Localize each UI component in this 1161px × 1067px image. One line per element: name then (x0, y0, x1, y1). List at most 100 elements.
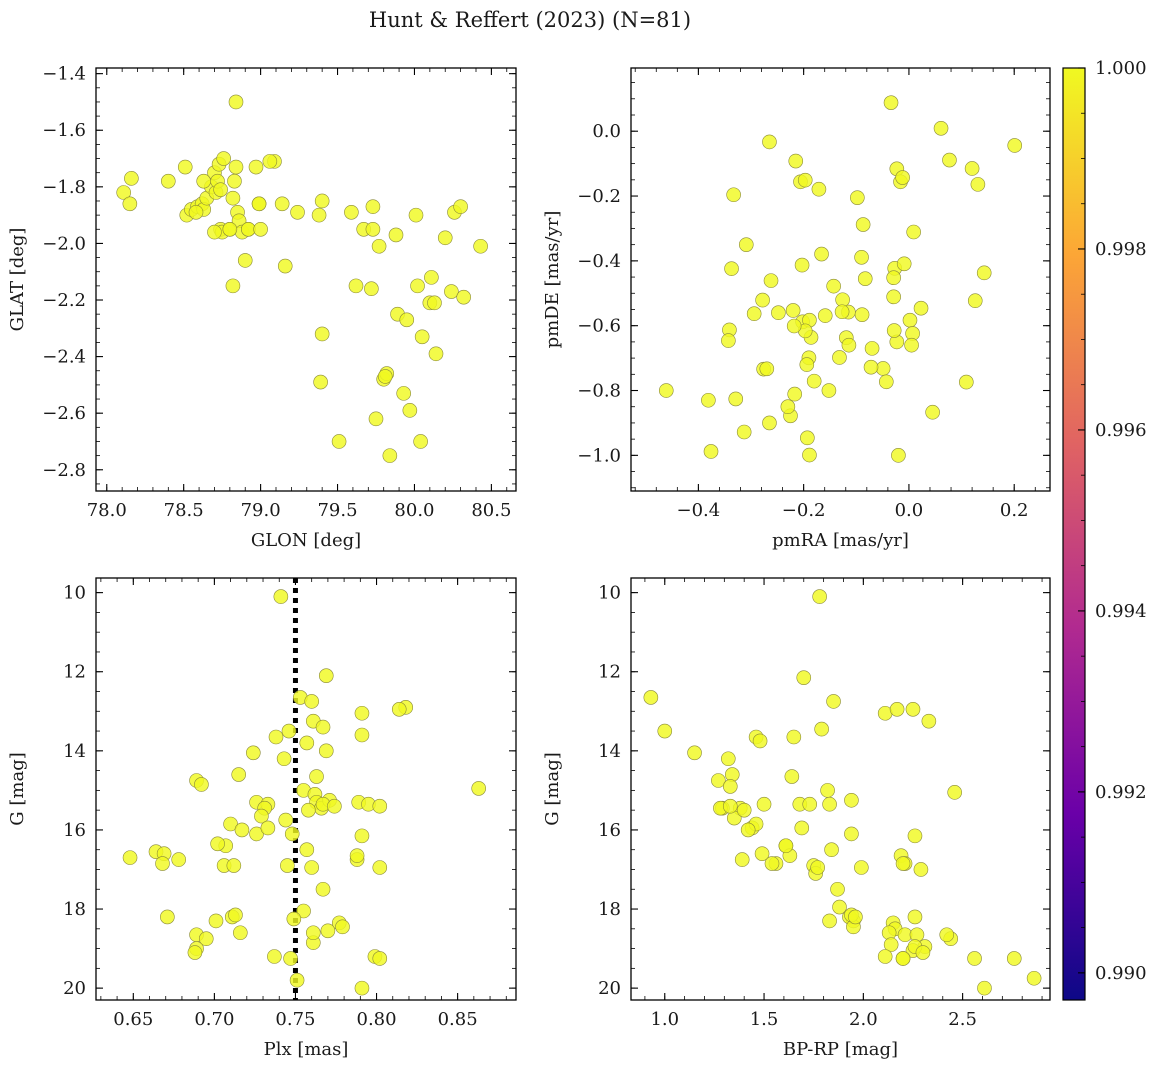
data-point (771, 305, 786, 321)
data-point (657, 723, 673, 739)
y-tick-label: −1.6 (42, 120, 86, 141)
data-point (208, 913, 224, 929)
data-point (643, 690, 659, 705)
data-point (844, 826, 859, 842)
data-point (711, 773, 726, 788)
data-point (207, 224, 222, 240)
data-point (437, 230, 453, 246)
data-point (428, 346, 444, 362)
x-axis-label: GLON [deg] (251, 530, 361, 551)
y-tick-label: −1.8 (42, 177, 86, 198)
data-point (354, 705, 370, 721)
data-point (907, 828, 923, 844)
data-point (248, 159, 264, 175)
data-point (780, 399, 796, 415)
data-point (281, 723, 297, 739)
data-point (886, 289, 901, 305)
data-point (304, 860, 319, 875)
data-point (241, 221, 256, 237)
y-axis-label: GLAT [deg] (7, 228, 28, 332)
data-point (327, 798, 342, 814)
data-point (364, 281, 379, 297)
data-point (313, 374, 328, 390)
data-point (763, 273, 779, 288)
data-point (976, 265, 992, 281)
x-tick-label: 0.75 (275, 1009, 315, 1030)
x-tick-label: 0.0 (895, 500, 924, 521)
data-point (349, 848, 365, 863)
axes-frame (630, 67, 1051, 492)
data-point (915, 945, 931, 960)
y-tick-label: −2.6 (42, 403, 86, 424)
data-point (721, 333, 736, 348)
x-tick-label: 0.70 (194, 1009, 234, 1030)
data-point (762, 415, 777, 431)
data-point (210, 836, 225, 852)
data-point (348, 278, 364, 294)
data-point (354, 828, 370, 844)
data-point (372, 860, 388, 875)
data-point (354, 980, 370, 996)
data-point (276, 751, 292, 767)
data-point (746, 306, 762, 322)
data-point (254, 808, 269, 824)
data-point (864, 341, 880, 356)
colorbar: 1.000 0.998 0.996 0.994 0.992 0.990 (1062, 58, 1147, 1001)
data-point (802, 447, 817, 463)
data-point (399, 312, 415, 328)
data-point (427, 295, 442, 311)
data-point (315, 719, 331, 735)
data-point (354, 727, 370, 743)
data-point (377, 369, 393, 384)
data-point (161, 173, 176, 189)
data-point (964, 161, 980, 176)
data-point (225, 190, 241, 206)
colorbar-tick-label: 1.000 (1095, 58, 1147, 79)
panel-glon-glat: 78.0 78.5 79.0 79.5 80.0 80.5 −1.4 −1.6 −1.8 −2.0… (7, 64, 517, 551)
data-point (889, 702, 905, 717)
data-point (722, 779, 738, 794)
x-tick-label: 78.0 (87, 500, 127, 521)
y-tick-label: −2.0 (42, 233, 86, 254)
data-point (391, 702, 407, 717)
data-point (724, 261, 739, 276)
y-tick-label: −1.4 (42, 64, 86, 85)
data-point (812, 589, 827, 604)
y-tick-label: 14 (598, 741, 621, 762)
figure-title: Hunt & Reffert (2023) (N=81) (369, 8, 691, 32)
y-tick-label: −2.8 (42, 460, 86, 481)
data-point (371, 238, 387, 254)
data-point (273, 589, 289, 604)
data-point (817, 308, 833, 323)
data-point (848, 909, 863, 925)
data-point (216, 151, 231, 166)
data-point (228, 94, 244, 110)
data-point (785, 303, 801, 318)
data-point (280, 858, 295, 873)
data-point (854, 249, 869, 265)
data-point (778, 838, 794, 854)
data-point (854, 307, 870, 322)
data-point (396, 386, 411, 401)
x-tick-label: 79.0 (241, 500, 281, 521)
data-point (1026, 970, 1042, 986)
data-point (967, 951, 982, 966)
data-point (799, 357, 815, 372)
data-point (959, 374, 974, 390)
data-point (410, 278, 425, 294)
y-tick-label: −0.2 (577, 186, 621, 207)
data-point (444, 284, 459, 299)
data-point (249, 826, 264, 842)
panel-bprp-g: 1.0 1.5 2.0 2.5 10 12 14 16 18 20 BP-RP [mag] G [ma… (542, 577, 1051, 1060)
data-point (728, 391, 744, 407)
data-point (797, 172, 813, 188)
data-point (320, 923, 336, 939)
data-point (228, 907, 243, 923)
data-point (734, 852, 750, 867)
data-point (228, 159, 244, 175)
y-tick-label: 10 (598, 583, 621, 604)
colorbar-bar (1062, 67, 1086, 1001)
data-point (171, 852, 186, 867)
data-point (822, 913, 837, 929)
data-point (318, 668, 334, 683)
